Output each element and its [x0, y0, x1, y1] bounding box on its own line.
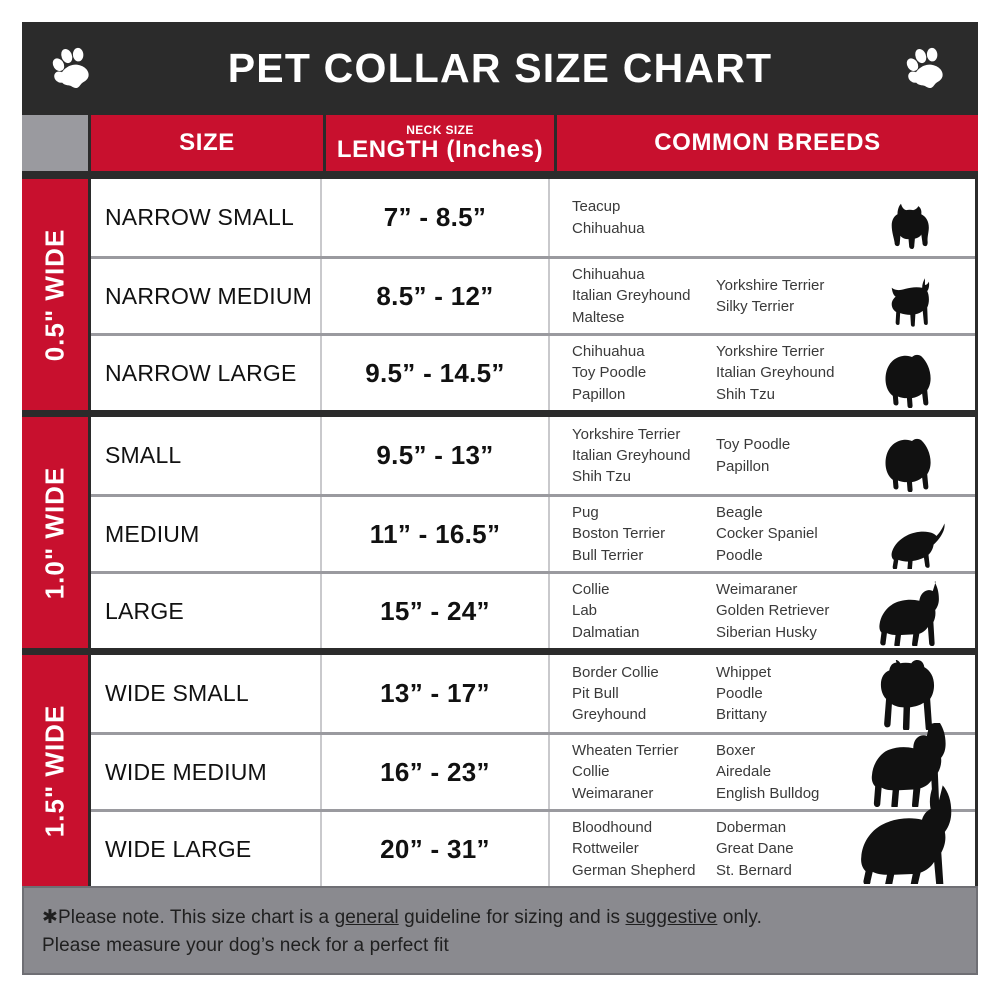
breed-column-1: Collie Lab Dalmatian: [572, 581, 640, 641]
note-underline-suggestive: suggestive: [625, 907, 718, 928]
doberman-silhouette-icon: [853, 785, 971, 884]
table-row: NARROW SMALL 7” - 8.5” Teacup Chihuahua: [91, 179, 975, 256]
note-text-b: guideline for sizing and is: [398, 907, 626, 928]
cell-length: 7” - 8.5”: [320, 179, 548, 256]
bulldog-silhouette-icon: [853, 653, 971, 730]
cell-breeds: Chihuahua Toy Poodle Papillon Yorkshire …: [548, 336, 975, 410]
cell-breeds: Chihuahua Italian Greyhound Maltese York…: [548, 259, 975, 333]
cell-length: 9.5” - 14.5”: [320, 336, 548, 410]
column-header-length-superlabel: NECK SIZE: [406, 122, 474, 137]
note-line-2: Please measure your dog’s neck for a per…: [42, 934, 449, 956]
breed-column-1: Bloodhound Rottweiler German Shepherd: [572, 819, 696, 879]
pomeranian-silhouette-icon: [853, 415, 971, 492]
column-header-breeds: COMMON BREEDS: [557, 115, 978, 171]
cell-size: WIDE SMALL: [105, 680, 249, 706]
pug-silhouette-icon: [853, 495, 971, 569]
breed-column-2: Whippet Poodle Brittany: [716, 663, 772, 724]
cell-size: NARROW SMALL: [105, 204, 294, 230]
breed-column-2: Beagle Cocker Spaniel Poodle: [716, 504, 818, 564]
table-row: LARGE 15” - 24” Collie Lab Dalmatian Wei…: [91, 571, 975, 648]
footer-note: ✱Please note. This size chart is a gener…: [22, 886, 978, 976]
cell-size: NARROW MEDIUM: [105, 282, 313, 309]
cell-size: SMALL: [105, 442, 182, 468]
breed-column-2: Weimaraner Golden Retriever Siberian Hus…: [716, 581, 830, 641]
table-row: SMALL 9.5” - 13” Yorkshire Terrier Itali…: [91, 417, 975, 494]
cell-breeds: Teacup Chihuahua: [548, 179, 975, 256]
table-header-row: SIZE NECK SIZE LENGTH (Inches) COMMON BR…: [22, 114, 978, 172]
breed-column-1: Chihuahua Toy Poodle Papillon: [572, 343, 647, 403]
cell-length: 20” - 31”: [320, 812, 548, 886]
table-row: WIDE SMALL 13” - 17” Border Collie Pit B…: [91, 655, 975, 732]
cell-length: 15” - 24”: [320, 574, 548, 648]
pet-collar-size-chart: PET COLLAR SIZE CHART SIZE NECK SIZE: [22, 22, 978, 978]
group-label-standard: 1.0" WIDE: [22, 417, 88, 648]
pomeranian-silhouette-icon: [853, 334, 971, 408]
breed-column-2: Yorkshire Terrier Silky Terrier: [716, 276, 825, 315]
cell-size: NARROW LARGE: [105, 359, 297, 386]
cell-length: 16” - 23”: [320, 735, 548, 809]
header-spacer-cell: [22, 115, 88, 171]
breed-column-1: Pug Boston Terrier Bull Terrier: [572, 504, 666, 564]
cell-breeds: Collie Lab Dalmatian Weimaraner Golden R…: [548, 574, 975, 648]
breed-column-2: Toy Poodle Papillon: [716, 436, 791, 475]
breed-column-1: Teacup Chihuahua: [572, 198, 645, 237]
cell-length: 8.5” - 12”: [320, 259, 548, 333]
cell-length: 9.5” - 13”: [320, 417, 548, 494]
note-text-a: ✱Please note. This size chart is a: [42, 907, 335, 928]
note-underline-general: general: [334, 907, 399, 928]
table-row: WIDE LARGE 20” - 31” Bloodhound Rottweil…: [91, 785, 975, 886]
cell-breeds: Wheaten Terrier Collie Weimaraner Boxer …: [548, 723, 975, 809]
cell-size: MEDIUM: [105, 520, 200, 547]
cell-breeds: Bloodhound Rottweiler German Shepherd Do…: [548, 785, 975, 886]
chihuahua-silhouette-icon: [853, 257, 971, 331]
paw-print-icon: [901, 42, 953, 94]
table-row: NARROW LARGE 9.5” - 14.5” Chihuahua Toy …: [91, 333, 975, 410]
breed-column-1: Chihuahua Italian Greyhound Maltese: [572, 266, 691, 326]
cell-size: WIDE LARGE: [105, 835, 252, 862]
table-row: WIDE MEDIUM 16” - 23” Wheaten Terrier Co…: [91, 723, 975, 809]
cell-length: 11” - 16.5”: [320, 497, 548, 571]
cell-size: LARGE: [105, 597, 184, 624]
chart-header: PET COLLAR SIZE CHART: [22, 22, 978, 114]
note-line-1: ✱Please note. This size chart is a gener…: [42, 904, 958, 932]
size-group-narrow: 0.5" WIDE NARROW SMALL 7” - 8.5” Teacup …: [22, 172, 978, 410]
cell-length: 13” - 17”: [320, 655, 548, 732]
column-header-length: NECK SIZE LENGTH (Inches): [326, 115, 554, 171]
boxer-silhouette-icon: [853, 723, 971, 807]
yorkshire-terrier-silhouette-icon: [853, 177, 971, 254]
terrier-standing-silhouette-icon: [853, 572, 971, 646]
breed-column-1: Border Collie Pit Bull Greyhound: [572, 663, 659, 724]
size-chart-table: SIZE NECK SIZE LENGTH (Inches) COMMON BR…: [22, 114, 978, 886]
breed-column-2: Doberman Great Dane St. Bernard: [716, 819, 794, 879]
size-group-wide: 1.5" WIDE WIDE SMALL 13” - 17” Border Co…: [22, 648, 978, 886]
breed-column-2: Yorkshire Terrier Italian Greyhound Shih…: [716, 343, 835, 403]
breed-column-1: Yorkshire Terrier Italian Greyhound Shih…: [572, 425, 691, 486]
group-label-wide: 1.5" WIDE: [22, 655, 88, 886]
note-text-c: only.: [717, 907, 762, 928]
page-title: PET COLLAR SIZE CHART: [227, 44, 773, 91]
cell-breeds: Border Collie Pit Bull Greyhound Whippet…: [548, 655, 975, 732]
table-row: MEDIUM 11” - 16.5” Pug Boston Terrier Bu…: [91, 494, 975, 571]
cell-breeds: Pug Boston Terrier Bull Terrier Beagle C…: [548, 497, 975, 571]
column-header-size: SIZE: [91, 115, 323, 171]
breed-column-1: Wheaten Terrier Collie Weimaraner: [572, 742, 679, 802]
group-label-narrow: 0.5" WIDE: [22, 179, 88, 410]
table-row: NARROW MEDIUM 8.5” - 12” Chihuahua Itali…: [91, 256, 975, 333]
cell-breeds: Yorkshire Terrier Italian Greyhound Shih…: [548, 417, 975, 494]
breed-column-2: Boxer Airedale English Bulldog: [716, 742, 820, 802]
cell-size: WIDE MEDIUM: [105, 758, 267, 785]
size-group-standard: 1.0" WIDE SMALL 9.5” - 13” Yorkshire Ter…: [22, 410, 978, 648]
paw-print-icon: [47, 42, 99, 94]
